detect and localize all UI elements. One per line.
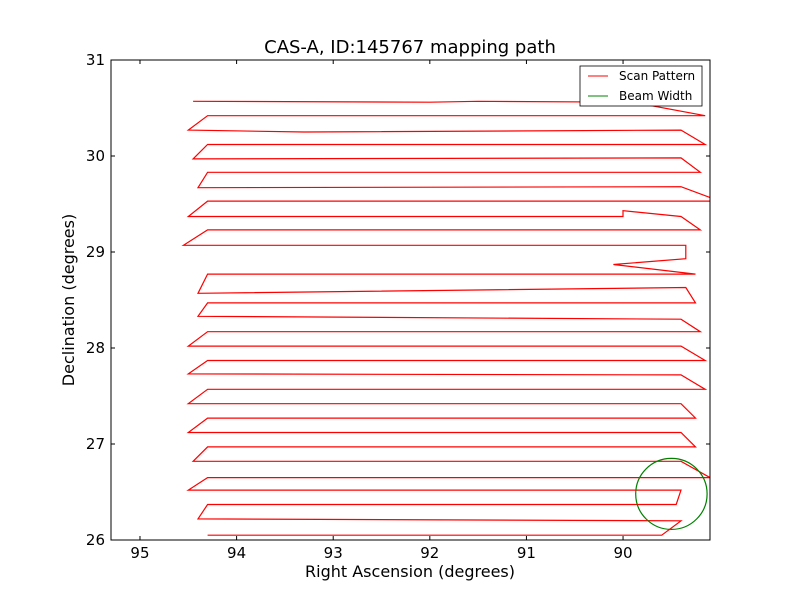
ticks-layer: 95 94 93 92 91 90 26 27 28 29 30 31 xyxy=(86,51,710,562)
y-tick-label: 26 xyxy=(86,531,105,549)
x-axis-label: Right Ascension (degrees) xyxy=(305,562,515,581)
x-tick-label: 93 xyxy=(324,544,343,562)
legend: Scan Pattern Beam Width xyxy=(579,65,703,107)
series-scan-pattern-line xyxy=(181,100,710,536)
legend-box xyxy=(579,65,703,107)
legend-label-beam-width: Beam Width xyxy=(619,89,692,103)
x-tick-label: 91 xyxy=(517,544,536,562)
y-tick-label: 27 xyxy=(86,435,105,453)
y-tick-label: 30 xyxy=(86,147,105,165)
x-tick-label: 90 xyxy=(614,544,633,562)
y-axis-label: Declination (degrees) xyxy=(59,214,78,386)
legend-label-scan-pattern: Scan Pattern xyxy=(619,69,695,83)
x-tick-label: 95 xyxy=(130,544,149,562)
y-tick-label: 31 xyxy=(86,51,105,69)
plot-frame xyxy=(110,59,711,541)
y-tick-label: 29 xyxy=(86,243,105,261)
chart-title: CAS-A, ID:145767 mapping path xyxy=(264,37,556,58)
series-beam-width-circle xyxy=(635,457,708,530)
data-layer xyxy=(181,100,710,536)
y-tick-label: 28 xyxy=(86,339,105,357)
x-tick-label: 94 xyxy=(227,544,246,562)
x-tick-label: 92 xyxy=(420,544,439,562)
plot-area xyxy=(111,60,710,540)
